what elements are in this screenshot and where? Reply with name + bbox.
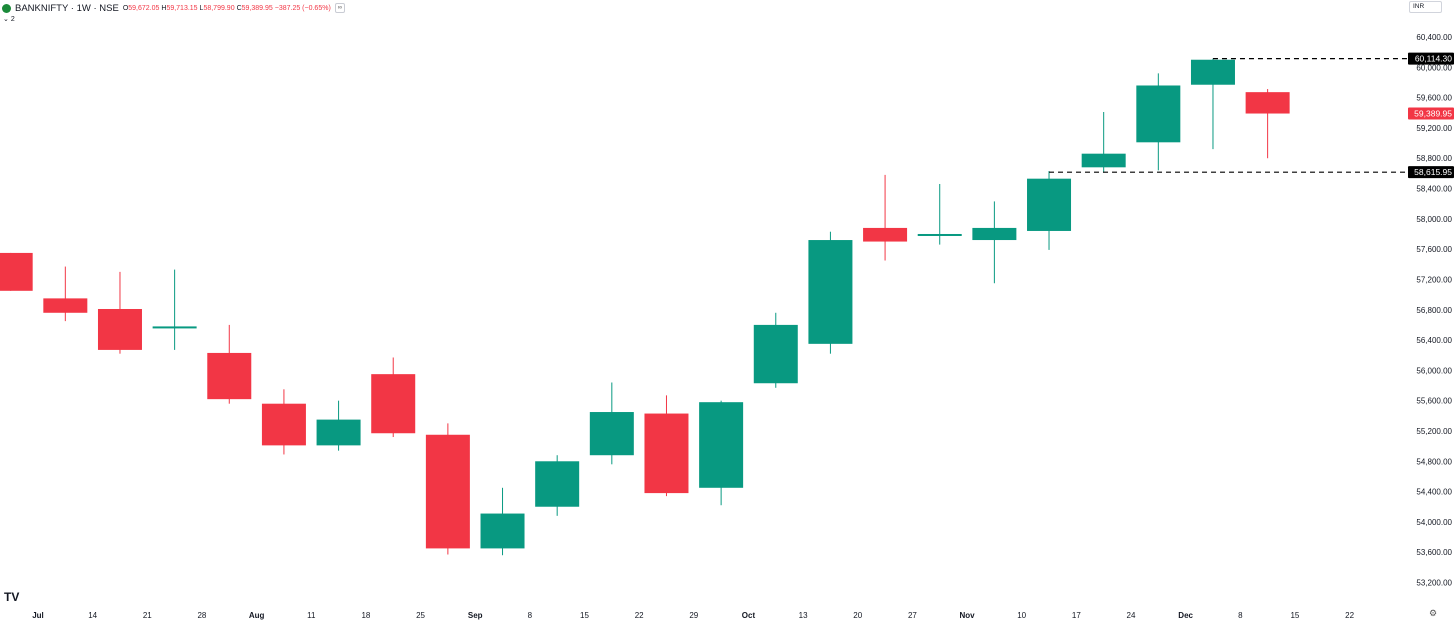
- settings-gear-icon[interactable]: ⚙: [1428, 608, 1438, 618]
- last-price-tag-bg: [1408, 107, 1454, 120]
- candle-body[interactable]: [1245, 92, 1290, 114]
- y-tick-label: 57,600.00: [1416, 245, 1452, 254]
- last-price-tag: 59,389.95: [1414, 109, 1452, 119]
- indicators-toggle[interactable]: ⌄ 2: [3, 15, 15, 24]
- candle-body[interactable]: [371, 374, 416, 434]
- high-label: H: [161, 4, 167, 12]
- candle-body[interactable]: [917, 233, 962, 236]
- change-value: −387.25 (−0.65%): [274, 4, 331, 12]
- close-value: 59,389.95: [241, 4, 273, 12]
- x-tick-label: 22: [635, 611, 644, 620]
- x-tick-label: 29: [689, 611, 698, 620]
- x-tick-label: Dec: [1178, 611, 1193, 620]
- x-tick-label: 15: [580, 611, 589, 620]
- candle-body[interactable]: [152, 326, 197, 329]
- candle-body[interactable]: [207, 352, 252, 400]
- candle-body[interactable]: [644, 413, 689, 494]
- candle-body[interactable]: [863, 227, 908, 242]
- chart-legend: BANKNIFTY · 1W · NSE O59,672.05 H59,713.…: [2, 2, 346, 14]
- x-tick-label: 24: [1127, 611, 1136, 620]
- y-tick-label: 60,000.00: [1416, 63, 1452, 72]
- candle-body[interactable]: [753, 324, 798, 384]
- x-tick-label: Oct: [742, 611, 756, 620]
- x-tick-label: 20: [853, 611, 862, 620]
- y-tick-label: 56,400.00: [1416, 336, 1452, 345]
- x-tick-label: Nov: [959, 611, 975, 620]
- x-tick-label: 27: [908, 611, 917, 620]
- close-label: C: [236, 4, 242, 12]
- level-price-tag-bg: [1408, 166, 1454, 179]
- x-tick-label: 8: [1238, 611, 1243, 620]
- candle-body[interactable]: [43, 298, 88, 313]
- low-value: 58,799.90: [203, 4, 235, 12]
- y-tick-label: 54,000.00: [1416, 518, 1452, 527]
- symbol-title[interactable]: BANKNIFTY · 1W · NSE: [15, 2, 119, 14]
- candle-body[interactable]: [589, 412, 634, 456]
- ohlc-values: O59,672.05 H59,713.15 L58,799.90 C59,389…: [123, 5, 331, 12]
- chevron-down-icon: ⌄: [3, 16, 9, 23]
- y-tick-label: 57,200.00: [1416, 275, 1452, 284]
- candle-body[interactable]: [808, 240, 853, 344]
- currency-button[interactable]: INR: [1409, 1, 1442, 13]
- candle-body[interactable]: [1190, 59, 1235, 85]
- high-value: 59,713.15: [166, 4, 198, 12]
- x-tick-label: Aug: [249, 611, 265, 620]
- x-tick-label: 21: [143, 611, 152, 620]
- candle-body[interactable]: [316, 419, 361, 446]
- candle-body[interactable]: [0, 252, 33, 291]
- x-tick-label: 28: [197, 611, 206, 620]
- candle-body[interactable]: [972, 227, 1017, 241]
- y-tick-label: 58,400.00: [1416, 185, 1452, 194]
- open-value: 59,672.05: [128, 4, 160, 12]
- y-tick-label: 56,800.00: [1416, 306, 1452, 315]
- x-tick-label: 13: [799, 611, 808, 620]
- legend-toggle-button[interactable]: ∞: [334, 3, 346, 13]
- candle-body[interactable]: [480, 513, 525, 549]
- y-tick-label: 53,200.00: [1416, 579, 1452, 588]
- candle-body[interactable]: [1081, 153, 1126, 168]
- y-tick-label: 58,800.00: [1416, 154, 1452, 163]
- x-tick-label: 8: [528, 611, 533, 620]
- y-tick-label: 58,000.00: [1416, 215, 1452, 224]
- x-tick-label: Sep: [468, 611, 483, 620]
- candle-body[interactable]: [535, 461, 580, 507]
- y-tick-label: 53,600.00: [1416, 548, 1452, 557]
- y-tick-label: 59,600.00: [1416, 94, 1452, 103]
- x-tick-label: 18: [361, 611, 370, 620]
- low-label: L: [199, 4, 204, 12]
- candle-body[interactable]: [1027, 178, 1072, 231]
- level-price-tag: 58,615.95: [1414, 167, 1452, 177]
- open-label: O: [122, 4, 129, 12]
- symbol-logo-icon: [2, 3, 11, 13]
- x-tick-label: 17: [1072, 611, 1081, 620]
- candle-body[interactable]: [97, 308, 142, 350]
- indicators-count: 2: [10, 15, 15, 23]
- tradingview-logo-icon: TV: [4, 590, 20, 604]
- x-tick-label: 15: [1290, 611, 1299, 620]
- x-tick-label: 10: [1017, 611, 1026, 620]
- y-tick-label: 60,400.00: [1416, 33, 1452, 42]
- candle-body[interactable]: [1136, 85, 1181, 143]
- y-tick-label: 59,200.00: [1416, 124, 1452, 133]
- candle-body[interactable]: [261, 403, 306, 446]
- candle-body[interactable]: [425, 434, 470, 549]
- y-tick-label: 54,400.00: [1416, 488, 1452, 497]
- y-tick-label: 54,800.00: [1416, 457, 1452, 466]
- y-tick-label: 55,600.00: [1416, 397, 1452, 406]
- x-tick-label: 11: [307, 611, 316, 620]
- x-tick-label: 25: [416, 611, 425, 620]
- candle-body[interactable]: [699, 402, 744, 488]
- y-tick-label: 56,000.00: [1416, 366, 1452, 375]
- x-tick-label: Jul: [32, 611, 44, 620]
- y-tick-label: 55,200.00: [1416, 427, 1452, 436]
- level-price-tag: 60,114.30: [1415, 54, 1452, 64]
- level-price-tag-bg: [1408, 52, 1454, 65]
- x-tick-label: 22: [1345, 611, 1354, 620]
- x-tick-label: 14: [88, 611, 97, 620]
